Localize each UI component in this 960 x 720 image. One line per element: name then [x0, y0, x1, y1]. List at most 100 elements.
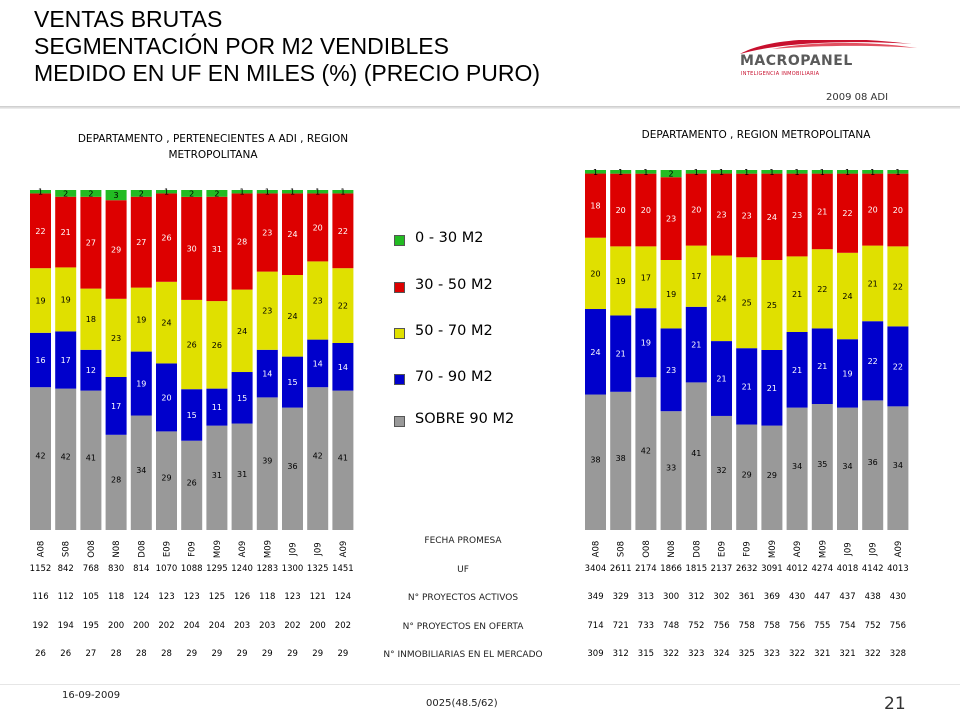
bar-segment-0-30	[761, 170, 783, 174]
data-label: 34	[842, 462, 852, 471]
bar-segment-70-90	[307, 339, 329, 388]
data-label: 41	[338, 453, 348, 462]
data-label: 20	[313, 223, 323, 232]
table-cell-inmobiliarias: 323	[688, 649, 704, 659]
data-label: 20	[893, 206, 903, 215]
title-line-3: MEDIDO EN UF EN MILES (%) (PRECIO PURO)	[34, 60, 541, 86]
bar-segment-sobre-90	[635, 377, 657, 530]
table-cell-uf: 4142	[862, 564, 884, 574]
bar-segment-30-50	[887, 173, 909, 247]
bar-segment-70-90	[635, 308, 657, 378]
data-label: 41	[691, 449, 701, 458]
table-cell-oferta: 200	[108, 621, 124, 631]
data-label: 28	[237, 238, 247, 247]
data-label: 42	[641, 447, 651, 456]
table-cell-oferta: 195	[83, 621, 99, 631]
data-label: 1	[694, 168, 699, 177]
table-cell-inmobiliarias: 322	[865, 649, 881, 659]
table-cell-uf: 1283	[256, 564, 278, 574]
data-label: 21	[792, 366, 802, 375]
bar-segment-sobre-90	[332, 390, 354, 530]
bar-segment-50-70	[30, 268, 51, 333]
bar-segment-70-90	[585, 309, 606, 395]
bar-segment-sobre-90	[55, 388, 77, 530]
bar-segment-50-70	[231, 289, 253, 373]
table-cell-oferta: 202	[158, 621, 174, 631]
table-cell-activos: 121	[310, 592, 326, 602]
table-cell-oferta: 192	[32, 621, 48, 631]
data-label: 29	[767, 471, 777, 480]
table-cell-uf: 1815	[685, 564, 707, 574]
category-label: J09	[869, 542, 879, 556]
bar-segment-70-90	[256, 349, 278, 398]
table-cell-uf: 1300	[282, 564, 304, 574]
data-label: 1	[340, 188, 345, 197]
table-cell-uf: 1866	[660, 564, 682, 574]
data-label: 42	[35, 452, 45, 461]
table-cell-oferta: 204	[209, 621, 225, 631]
data-label: 24	[237, 327, 247, 336]
table-cell-uf: 4274	[811, 564, 833, 574]
data-label: 1	[769, 168, 774, 177]
bar-segment-50-70	[282, 275, 303, 357]
table-cell-activos: 430	[789, 592, 805, 602]
bar-segment-0-30	[55, 190, 77, 197]
bar-segment-sobre-90	[811, 404, 833, 530]
category-label: M09	[768, 540, 778, 558]
data-label: 24	[161, 319, 171, 328]
table-cell-uf: 830	[108, 564, 124, 574]
bar-segment-30-50	[660, 177, 682, 260]
bar-segment-30-50	[685, 173, 707, 246]
data-label: 25	[767, 301, 777, 310]
data-label: 1	[593, 168, 598, 177]
bar-segment-70-90	[685, 306, 707, 383]
table-cell-activos: 430	[890, 592, 906, 602]
data-label: 15	[287, 378, 297, 387]
data-label: 22	[868, 357, 878, 366]
data-label: 28	[111, 475, 121, 484]
data-label: 26	[161, 234, 171, 243]
table-cell-inmobiliarias: 29	[211, 649, 222, 659]
bar-segment-70-90	[786, 332, 808, 408]
bar-segment-0-30	[282, 190, 303, 194]
category-label: J09	[289, 542, 299, 556]
bar-segment-0-30	[105, 190, 127, 201]
bar-segment-sobre-90	[105, 434, 127, 530]
data-label: 23	[742, 211, 752, 220]
table-cell-uf: 4018	[837, 564, 859, 574]
table-cell-inmobiliarias: 28	[161, 649, 172, 659]
table-cell-inmobiliarias: 29	[287, 649, 298, 659]
table-cell-oferta: 758	[739, 621, 755, 631]
bar-segment-0-30	[887, 170, 909, 174]
table-cell-oferta: 200	[133, 621, 149, 631]
data-label: 26	[187, 341, 197, 350]
bar-segment-30-50	[181, 196, 203, 300]
bar-segment-0-30	[736, 170, 758, 174]
bar-segment-50-70	[862, 245, 884, 322]
data-label: 36	[868, 458, 878, 467]
bar-segment-70-90	[332, 343, 354, 391]
row-label-oferta: N° PROYECTOS EN OFERTA	[402, 622, 524, 632]
data-label: 22	[338, 227, 348, 236]
bar-segment-sobre-90	[585, 394, 606, 530]
category-label: A09	[238, 541, 248, 558]
bar-segment-0-30	[181, 190, 203, 197]
bar-segment-0-30	[685, 170, 707, 174]
data-label: 1	[643, 168, 648, 177]
data-label: 1	[820, 168, 825, 177]
table-cell-uf: 1240	[231, 564, 253, 574]
data-label: 36	[287, 462, 297, 471]
category-label: M09	[213, 540, 223, 558]
data-label: 24	[287, 312, 297, 321]
data-label: 39	[262, 457, 272, 466]
data-label: 17	[641, 273, 651, 282]
bar-segment-50-70	[761, 260, 783, 350]
category-label: F09	[188, 541, 198, 557]
bar-segment-0-30	[156, 190, 177, 194]
data-label: 1	[895, 168, 900, 177]
table-cell-uf: 3404	[585, 564, 607, 574]
data-label: 22	[842, 209, 852, 218]
bar-segment-30-50	[256, 193, 278, 272]
page-title: VENTAS BRUTAS SEGMENTACIÓN POR M2 VENDIB…	[34, 6, 540, 87]
